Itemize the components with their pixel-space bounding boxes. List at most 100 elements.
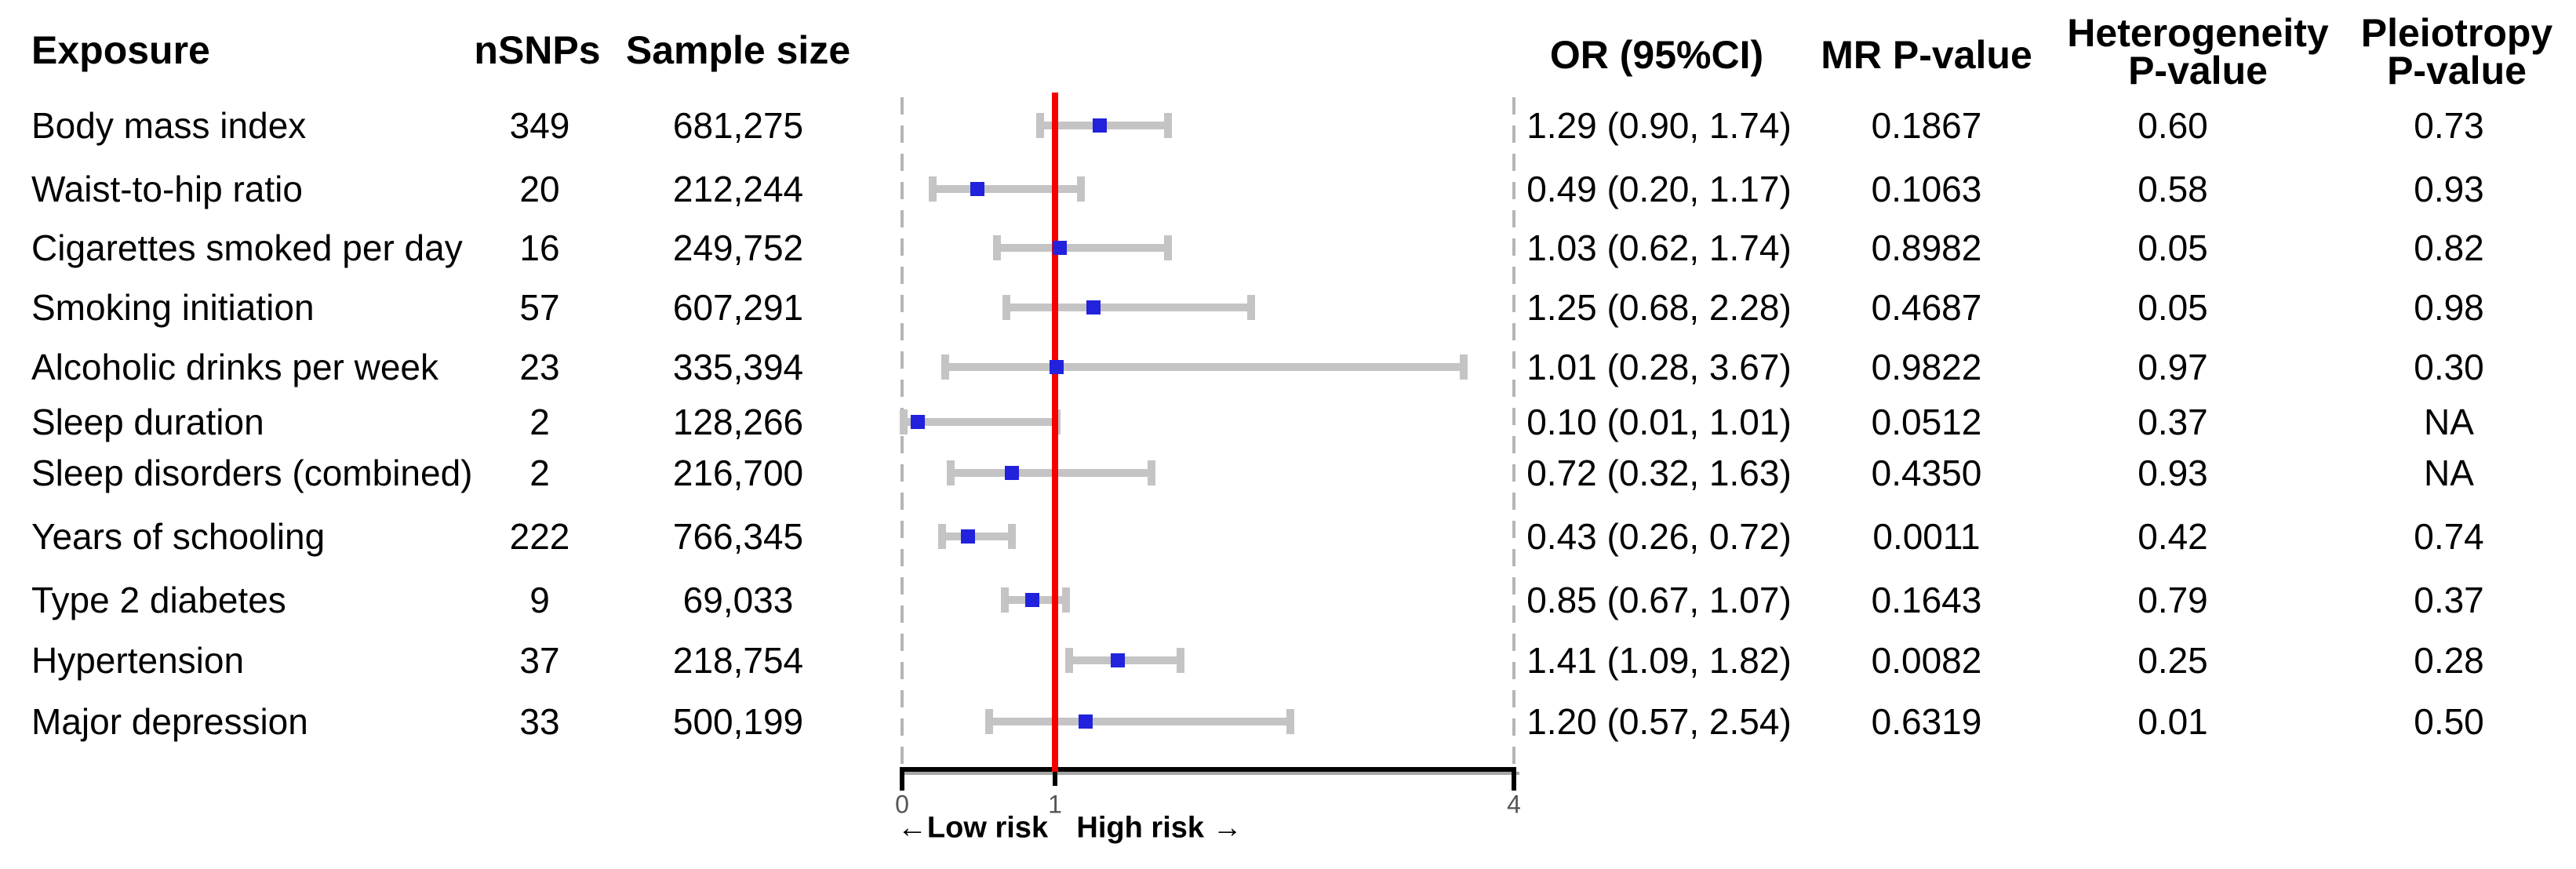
heterogeneity-p-value: 0.05 xyxy=(2138,287,2208,328)
nsnps-value: 9 xyxy=(529,580,550,620)
or-ci-value: 1.25 (0.68, 2.28) xyxy=(1526,287,1792,328)
ci-cap-left xyxy=(1000,587,1009,613)
high-risk-label: High risk → xyxy=(1076,811,1243,845)
axis-tick-label: 0 xyxy=(895,790,909,819)
heterogeneity-p-value: 0.93 xyxy=(2138,453,2208,493)
ci-cap-left xyxy=(947,460,955,485)
nsnps-value: 23 xyxy=(519,347,560,387)
sample-size-value: 128,266 xyxy=(672,402,804,442)
ci-cap-left xyxy=(985,709,994,734)
exposure-label: Alcoholic drinks per week xyxy=(31,347,439,387)
point-estimate-square xyxy=(1086,300,1101,315)
or-ci-value: 1.41 (1.09, 1.82) xyxy=(1526,640,1792,681)
ci-cap-right xyxy=(1061,587,1070,613)
pleiotropy-p-value: NA xyxy=(2424,453,2474,493)
ci-bar xyxy=(944,363,1464,371)
sample-size-value: 335,394 xyxy=(672,347,804,387)
exposure-label: Years of schooling xyxy=(31,516,326,557)
plot-right-boundary-dashed-line xyxy=(1512,97,1515,769)
ci-bar xyxy=(1006,304,1251,311)
pleiotropy-p-value: 0.30 xyxy=(2414,347,2484,387)
pleiotropy-p-value: 0.37 xyxy=(2414,580,2484,620)
pleiotropy-p-value: 0.28 xyxy=(2414,640,2484,681)
ci-cap-left xyxy=(929,176,937,202)
sample-size-value: 500,199 xyxy=(672,701,804,742)
sample-size-value: 216,700 xyxy=(672,453,804,493)
nsnps-value: 16 xyxy=(519,227,560,268)
column-header-heterogeneity-p-value: Heterogeneity P-value xyxy=(2067,13,2328,93)
column-header-or-ci: OR (95%CI) xyxy=(1549,33,1764,77)
low-risk-label: ←Low risk xyxy=(897,811,1049,845)
sample-size-value: 69,033 xyxy=(682,580,794,620)
ci-cap-left xyxy=(941,355,949,380)
pleiotropy-p-value: 0.73 xyxy=(2414,105,2484,146)
ci-cap-left xyxy=(1002,295,1010,320)
pleiotropy-p-value: 0.98 xyxy=(2414,287,2484,328)
nsnps-value: 37 xyxy=(519,640,560,681)
heterogeneity-p-value: 0.79 xyxy=(2138,580,2208,620)
point-estimate-square xyxy=(1005,466,1020,480)
exposure-label: Body mass index xyxy=(31,105,307,146)
ci-cap-right xyxy=(1164,235,1173,260)
point-estimate-square xyxy=(1110,653,1125,667)
ci-cap-right xyxy=(1077,176,1086,202)
heterogeneity-p-value: 0.58 xyxy=(2138,169,2208,209)
column-header-heterogeneity-line2: P-value xyxy=(2128,49,2268,93)
column-header-nsnps: nSNPs xyxy=(474,28,601,72)
ci-cap-right xyxy=(1459,355,1468,380)
pleiotropy-p-value: 0.74 xyxy=(2414,516,2484,557)
pleiotropy-p-value: 0.50 xyxy=(2414,701,2484,742)
exposure-label: Hypertension xyxy=(31,640,245,681)
nsnps-value: 20 xyxy=(519,169,560,209)
pleiotropy-p-value: NA xyxy=(2424,402,2474,442)
ci-bar xyxy=(951,469,1152,477)
pleiotropy-p-value: 0.93 xyxy=(2414,169,2484,209)
or-ci-value: 1.20 (0.57, 2.54) xyxy=(1526,701,1792,742)
exposure-label: Waist-to-hip ratio xyxy=(31,169,303,209)
point-estimate-square xyxy=(1052,241,1067,255)
point-estimate-square xyxy=(1092,118,1107,133)
ci-bar xyxy=(996,244,1169,252)
sample-size-value: 607,291 xyxy=(672,287,804,328)
x-axis-right-end-tick xyxy=(1512,767,1516,791)
x-axis-tick-at-1 xyxy=(1053,767,1057,786)
nsnps-value: 222 xyxy=(509,516,570,557)
nsnps-value: 57 xyxy=(519,287,560,328)
heterogeneity-p-value: 0.25 xyxy=(2138,640,2208,681)
ci-cap-left xyxy=(899,409,908,434)
sample-size-value: 249,752 xyxy=(672,227,804,268)
or-ci-value: 0.43 (0.26, 0.72) xyxy=(1526,516,1792,557)
x-axis-line xyxy=(900,767,1516,772)
heterogeneity-p-value: 0.37 xyxy=(2138,402,2208,442)
mr-p-value: 0.4350 xyxy=(1871,453,1982,493)
point-estimate-square xyxy=(1049,360,1064,374)
sample-size-value: 766,345 xyxy=(672,516,804,557)
column-header-pleiotropy-line2: P-value xyxy=(2387,49,2527,93)
ci-cap-left xyxy=(1064,648,1073,673)
pleiotropy-p-value: 0.82 xyxy=(2414,227,2484,268)
ci-cap-left xyxy=(992,235,1001,260)
ci-bar xyxy=(941,533,1013,540)
mr-p-value: 0.0011 xyxy=(1872,516,1981,557)
exposure-label: Type 2 diabetes xyxy=(31,580,286,620)
ci-cap-right xyxy=(1176,648,1184,673)
nsnps-value: 2 xyxy=(529,402,550,442)
point-estimate-square xyxy=(1079,714,1093,729)
mr-p-value: 0.1643 xyxy=(1871,580,1982,620)
mr-p-value: 0.6319 xyxy=(1871,701,1982,742)
or-ci-value: 0.49 (0.20, 1.17) xyxy=(1526,169,1792,209)
heterogeneity-p-value: 0.97 xyxy=(2138,347,2208,387)
sample-size-value: 218,754 xyxy=(672,640,804,681)
or-ci-value: 1.29 (0.90, 1.74) xyxy=(1526,105,1792,146)
exposure-label: Sleep disorders (combined) xyxy=(31,453,473,493)
column-header-pleiotropy-p-value: Pleiotropy P-value xyxy=(2361,13,2552,93)
nsnps-value: 349 xyxy=(509,105,570,146)
or-ci-value: 1.01 (0.28, 3.67) xyxy=(1526,347,1792,387)
exposure-label: Sleep duration xyxy=(31,402,264,442)
axis-tick-label: 1 xyxy=(1048,790,1062,819)
nsnps-value: 33 xyxy=(519,701,560,742)
sample-size-value: 681,275 xyxy=(672,105,804,146)
or-ci-value: 0.10 (0.01, 1.01) xyxy=(1526,402,1792,442)
sample-size-value: 212,244 xyxy=(672,169,804,209)
